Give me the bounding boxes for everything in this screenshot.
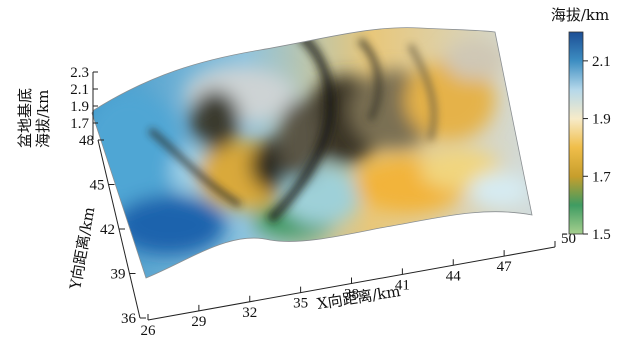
surface-plot (91, 27, 533, 279)
x-tick-label: 26 (141, 323, 157, 339)
y-tick-label: 48 (79, 133, 94, 149)
x-tick-label: 50 (561, 231, 576, 247)
x-tick-label: 47 (497, 259, 513, 275)
colorbar-bar (568, 31, 584, 235)
colorbar-tick-label: 1.7 (592, 169, 611, 185)
y-axis-title: Y向距离/km (66, 206, 98, 292)
colorbar-title: 海拔/km (551, 6, 609, 24)
y-tick-label: 45 (90, 178, 105, 194)
z-tick-label: 1.9 (70, 99, 89, 115)
x-tick-label: 29 (191, 314, 206, 330)
colorbar-ticks: 1.5 1.7 1.9 2.1 (583, 54, 611, 243)
z-axis-title-line1: 盆地基底 (16, 88, 34, 148)
axes: 26 29 32 35 38 41 44 47 50 36 39 42 45 481.71.92.12.3 (70, 65, 576, 339)
y-tick-label: 42 (100, 222, 115, 238)
colorbar-tick-label: 1.9 (592, 112, 611, 128)
z-tick-label: 1.7 (70, 116, 89, 132)
z-tick-label: 2.3 (70, 65, 89, 81)
colorbar-tick-label: 1.5 (592, 227, 611, 243)
x-tick-label: 38 (344, 287, 359, 303)
colorbar-tick-label: 2.1 (592, 54, 611, 70)
colorbar: 海拔/km 1.5 1.7 1.9 2.1 (551, 6, 611, 243)
y-tick-label: 36 (121, 311, 137, 327)
x-tick-label: 35 (293, 296, 308, 312)
x-tick-label: 44 (446, 268, 462, 284)
y-tick-label: 39 (111, 267, 126, 283)
x-tick-label: 32 (242, 305, 257, 321)
z-axis-title-line2: 海拔/km (34, 90, 52, 148)
z-tick-label: 2.1 (70, 82, 89, 98)
x-tick-label: 41 (395, 277, 410, 293)
